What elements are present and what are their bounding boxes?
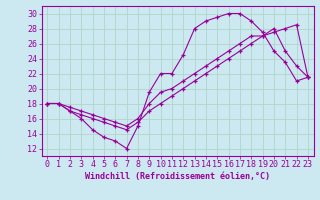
X-axis label: Windchill (Refroidissement éolien,°C): Windchill (Refroidissement éolien,°C) <box>85 172 270 181</box>
